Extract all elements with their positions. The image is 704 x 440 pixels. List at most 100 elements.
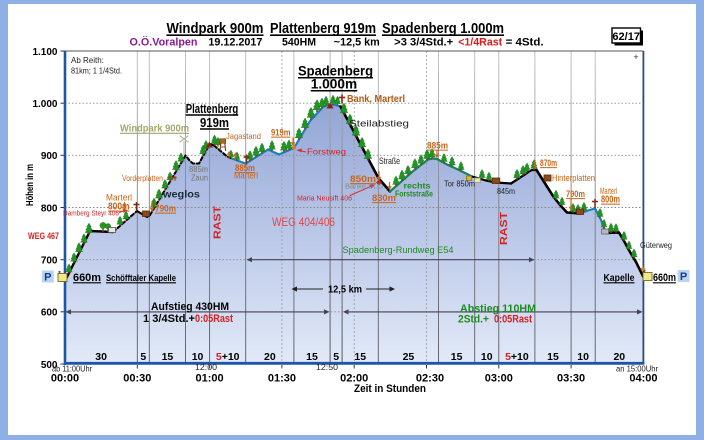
svg-text:20: 20 bbox=[264, 351, 276, 363]
svg-text:RAST: RAST bbox=[498, 211, 510, 245]
svg-text:an 15:00Uhr: an 15:00Uhr bbox=[616, 365, 658, 374]
svg-text:Vorderplatten: Vorderplatten bbox=[122, 173, 163, 183]
svg-text:Banke St.O: Banke St.O bbox=[345, 184, 384, 191]
svg-text:Hinterplatten: Hinterplatten bbox=[552, 173, 595, 183]
svg-text:660m: 660m bbox=[653, 272, 676, 284]
svg-text:02:30: 02:30 bbox=[416, 373, 444, 385]
svg-text:Güterweg: Güterweg bbox=[640, 241, 672, 250]
svg-text:19.12.2017: 19.12.2017 bbox=[208, 37, 262, 49]
svg-text:10: 10 bbox=[577, 351, 589, 363]
svg-text:700: 700 bbox=[41, 255, 58, 266]
svg-text:850m: 850m bbox=[350, 174, 376, 185]
svg-text:Windpark 900m: Windpark 900m bbox=[167, 20, 264, 37]
svg-text:660m: 660m bbox=[73, 272, 101, 284]
svg-text:Windpark 900m: Windpark 900m bbox=[120, 123, 189, 135]
svg-text:800m: 800m bbox=[601, 195, 620, 206]
svg-text:870m: 870m bbox=[540, 158, 557, 169]
svg-text:Höhen in m: Höhen in m bbox=[25, 164, 36, 206]
svg-text:Jagastand: Jagastand bbox=[226, 131, 261, 141]
svg-text:12,5 km: 12,5 km bbox=[328, 284, 362, 296]
svg-text:Abstieg 110HM: Abstieg 110HM bbox=[460, 303, 536, 315]
svg-text:845m: 845m bbox=[497, 186, 515, 196]
svg-text:= 4Std.: = 4Std. bbox=[506, 37, 544, 49]
svg-text:Spadenberg 1.000m: Spadenberg 1.000m bbox=[382, 20, 504, 37]
svg-text:O.Ö.Voralpen: O.Ö.Voralpen bbox=[130, 36, 198, 49]
svg-text:800: 800 bbox=[41, 203, 58, 214]
svg-text:790m: 790m bbox=[155, 204, 176, 215]
svg-text:Ab Reith:: Ab Reith: bbox=[71, 56, 104, 65]
svg-text:03:30: 03:30 bbox=[557, 373, 585, 385]
svg-text:Marterl: Marterl bbox=[234, 171, 258, 181]
svg-text:500: 500 bbox=[41, 360, 58, 371]
svg-text:12:50: 12:50 bbox=[316, 363, 339, 372]
svg-text:>3 3/4Std.+: >3 3/4Std.+ bbox=[394, 37, 453, 49]
svg-text:25: 25 bbox=[403, 351, 415, 363]
svg-text:5: 5 bbox=[140, 351, 146, 363]
svg-text:900: 900 bbox=[41, 151, 58, 162]
svg-text:919m: 919m bbox=[271, 128, 291, 139]
svg-text:30: 30 bbox=[95, 351, 107, 363]
svg-text:weglos: weglos bbox=[162, 190, 201, 201]
svg-text:0:05Rast: 0:05Rast bbox=[494, 314, 532, 326]
svg-text:12:00: 12:00 bbox=[195, 363, 218, 372]
svg-text:Straße: Straße bbox=[379, 156, 400, 167]
svg-text:04:00: 04:00 bbox=[629, 373, 657, 385]
svg-text:Forststraße: Forststraße bbox=[395, 189, 433, 199]
svg-text:WEG 404/406: WEG 404/406 bbox=[272, 215, 335, 229]
svg-text:Bank, Marterl: Bank, Marterl bbox=[347, 94, 405, 105]
svg-text:<1/4Rast: <1/4Rast bbox=[458, 37, 502, 49]
svg-text:Kapelle: Kapelle bbox=[604, 272, 635, 284]
svg-text:~12,5 km: ~12,5 km bbox=[334, 37, 380, 49]
svg-text:02:00: 02:00 bbox=[340, 373, 368, 385]
svg-text:885m: 885m bbox=[427, 141, 448, 152]
svg-text:5+10: 5+10 bbox=[216, 351, 240, 363]
svg-text:Maria Neusift 406: Maria Neusift 406 bbox=[297, 194, 352, 203]
svg-text:01:00: 01:00 bbox=[196, 373, 224, 385]
svg-text:Spadenberg: Spadenberg bbox=[298, 64, 373, 79]
svg-text:1.100: 1.100 bbox=[32, 47, 57, 58]
svg-text:10: 10 bbox=[481, 351, 493, 363]
svg-text:15: 15 bbox=[354, 351, 366, 363]
svg-text:600: 600 bbox=[41, 308, 58, 319]
svg-text:885m: 885m bbox=[235, 163, 255, 174]
svg-text:540HM: 540HM bbox=[282, 37, 316, 49]
svg-text:62/17: 62/17 bbox=[612, 31, 640, 43]
svg-text:00:00: 00:00 bbox=[51, 373, 79, 385]
svg-text:P: P bbox=[44, 272, 51, 284]
svg-text:03:00: 03:00 bbox=[485, 373, 513, 385]
svg-text:15: 15 bbox=[306, 351, 318, 363]
svg-text:ab 11:00Uhr: ab 11:00Uhr bbox=[52, 365, 92, 374]
svg-text:1 3/4Std.+: 1 3/4Std.+ bbox=[143, 313, 195, 325]
svg-text:15: 15 bbox=[451, 351, 463, 363]
svg-text:15: 15 bbox=[162, 351, 174, 363]
svg-text:20: 20 bbox=[613, 351, 625, 363]
svg-text:81km; 1 1/4Std.: 81km; 1 1/4Std. bbox=[71, 67, 122, 76]
svg-text:2Std.+: 2Std.+ bbox=[458, 314, 489, 326]
svg-text:Plattenberg 919m: Plattenberg 919m bbox=[270, 20, 376, 37]
svg-text:WEG 467: WEG 467 bbox=[28, 231, 59, 242]
svg-text:1.000m: 1.000m bbox=[311, 77, 358, 92]
svg-text:800m: 800m bbox=[108, 202, 130, 213]
svg-text:Forstweg: Forstweg bbox=[307, 147, 346, 157]
svg-text:+: + bbox=[633, 52, 638, 62]
svg-text:Zeit in Stunden: Zeit in Stunden bbox=[354, 383, 426, 395]
svg-text:5: 5 bbox=[333, 351, 339, 363]
svg-text:830m: 830m bbox=[372, 193, 396, 204]
svg-text:Schöfftaler Kapelle: Schöfftaler Kapelle bbox=[106, 273, 176, 283]
svg-text:rechts: rechts bbox=[404, 181, 431, 191]
svg-text:01:30: 01:30 bbox=[268, 373, 296, 385]
svg-text:10: 10 bbox=[192, 351, 204, 363]
svg-text:15: 15 bbox=[547, 351, 559, 363]
svg-text:1.000: 1.000 bbox=[32, 99, 57, 110]
svg-text:P: P bbox=[680, 271, 687, 283]
svg-text:Plattenberg: Plattenberg bbox=[186, 102, 239, 116]
svg-text:Tor 850m: Tor 850m bbox=[444, 180, 475, 189]
svg-text:Marterl: Marterl bbox=[600, 186, 617, 197]
svg-text:Steilabstieg: Steilabstieg bbox=[349, 119, 409, 129]
svg-text:Damberg Steyr 406: Damberg Steyr 406 bbox=[63, 209, 119, 218]
svg-text:885m: 885m bbox=[189, 165, 208, 174]
svg-text:RAST: RAST bbox=[212, 205, 224, 239]
svg-text:Marterl: Marterl bbox=[106, 193, 132, 203]
svg-text:Aufstieg 430HM: Aufstieg 430HM bbox=[151, 301, 229, 313]
svg-text:Zaun: Zaun bbox=[191, 174, 208, 183]
